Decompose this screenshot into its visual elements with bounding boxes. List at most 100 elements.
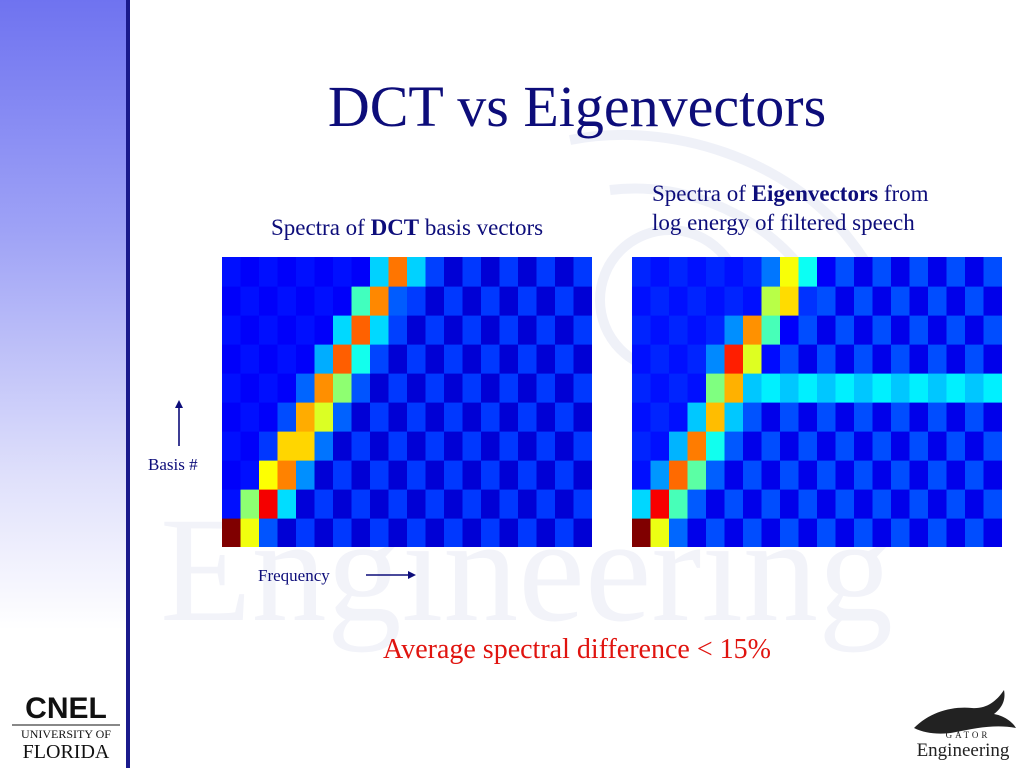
frequency-axis-arrow-icon (366, 571, 416, 579)
heatmap-cell (351, 286, 371, 316)
heatmap-cell (872, 257, 892, 287)
heatmap-cell (632, 257, 652, 287)
heatmap-cell (891, 286, 911, 316)
heatmap-cell (798, 315, 818, 345)
heatmap-cell (351, 518, 371, 547)
heatmap-cell (669, 286, 689, 316)
engineering-logo-text: Engineering (917, 740, 1010, 761)
heatmap-cell (277, 373, 297, 403)
heatmap-cell (370, 315, 390, 345)
heatmap-cell (314, 460, 334, 490)
dct-heatmap (222, 257, 592, 547)
heatmap-cell (909, 431, 929, 461)
heatmap-cell (854, 286, 874, 316)
heatmap-cell (518, 286, 538, 316)
heatmap-cell (835, 518, 855, 547)
heatmap-cell (632, 402, 652, 432)
heatmap-cell (296, 402, 316, 432)
heatmap-cell (499, 315, 519, 345)
heatmap-cell (706, 402, 726, 432)
heatmap-cell (462, 286, 482, 316)
heatmap-cell (817, 344, 837, 374)
heatmap-cell (872, 286, 892, 316)
heatmap-cell (481, 373, 501, 403)
heatmap-cell (632, 460, 652, 490)
heatmap-cell (370, 518, 390, 547)
heatmap-cell (259, 344, 279, 374)
heatmap-cell (277, 344, 297, 374)
heatmap-cell (388, 286, 408, 316)
heatmap-cell (872, 373, 892, 403)
heatmap-cell (854, 402, 874, 432)
gator-text: GATOR (946, 730, 991, 740)
heatmap-cell (481, 518, 501, 547)
heatmap-cell (854, 315, 874, 345)
heatmap-cell (388, 489, 408, 519)
heatmap-cell (388, 315, 408, 345)
heatmap-cell (872, 460, 892, 490)
heatmap-cell (891, 518, 911, 547)
heatmap-cell (817, 315, 837, 345)
heatmap-cell (983, 286, 1002, 316)
heatmap-cell (946, 518, 966, 547)
heatmap-cell (259, 373, 279, 403)
heatmap-cell (928, 344, 948, 374)
heatmap-cell (555, 373, 575, 403)
heatmap-cell (743, 257, 763, 287)
caption-eigen-prefix: Spectra of (652, 181, 752, 206)
heatmap-cell (780, 286, 800, 316)
heatmap-cell (555, 460, 575, 490)
heatmap-cell (687, 373, 707, 403)
heatmap-cell (222, 489, 242, 519)
heatmap-cell (928, 489, 948, 519)
university-of-text: UNIVERSITY OF (21, 727, 111, 741)
heatmap-cell (946, 431, 966, 461)
heatmap-cell (555, 431, 575, 461)
heatmap-cell (333, 460, 353, 490)
caption-dct-prefix: Spectra of (270, 215, 371, 240)
heatmap-cell (817, 489, 837, 519)
heatmap-cell (854, 518, 874, 547)
heatmap-cell (669, 518, 689, 547)
heatmap-cell (333, 286, 353, 316)
heatmap-cell (314, 402, 334, 432)
heatmap-cell (314, 315, 334, 345)
heatmap-cell (222, 344, 242, 374)
heatmap-cell (499, 344, 519, 374)
heatmap-cell (798, 373, 818, 403)
slide-title: DCT vs Eigenvectors (327, 74, 827, 139)
heatmap-cell (444, 257, 464, 287)
heatmap-cell (518, 489, 538, 519)
heatmap-cell (724, 257, 744, 287)
heatmap-cell (724, 460, 744, 490)
heatmap-cell (314, 518, 334, 547)
heatmap-cell (407, 460, 427, 490)
heatmap-cell (573, 431, 592, 461)
heatmap-cell (780, 373, 800, 403)
heatmap-cell (743, 518, 763, 547)
heatmap-cell (425, 315, 445, 345)
heatmap-cell (259, 489, 279, 519)
heatmap-cell (240, 373, 260, 403)
heatmap-cell (296, 315, 316, 345)
heatmap-cell (928, 518, 948, 547)
heatmap-cell (817, 373, 837, 403)
heatmap-cell (333, 373, 353, 403)
heatmap-cell (872, 315, 892, 345)
heatmap-cell (296, 489, 316, 519)
heatmap-cell (632, 431, 652, 461)
heatmap-cell (650, 518, 670, 547)
heatmap-cell (555, 518, 575, 547)
heatmap-cell (687, 431, 707, 461)
heatmap-cell (333, 402, 353, 432)
heatmap-cell (370, 460, 390, 490)
heatmap-cell (706, 315, 726, 345)
heatmap-cell (259, 460, 279, 490)
heatmap-cell (817, 257, 837, 287)
heatmap-cell (669, 460, 689, 490)
heatmap-cell (946, 257, 966, 287)
heatmap-cell (891, 257, 911, 287)
basis-axis-arrow-icon (175, 400, 183, 446)
heatmap-cell (909, 286, 929, 316)
heatmap-cell (835, 431, 855, 461)
